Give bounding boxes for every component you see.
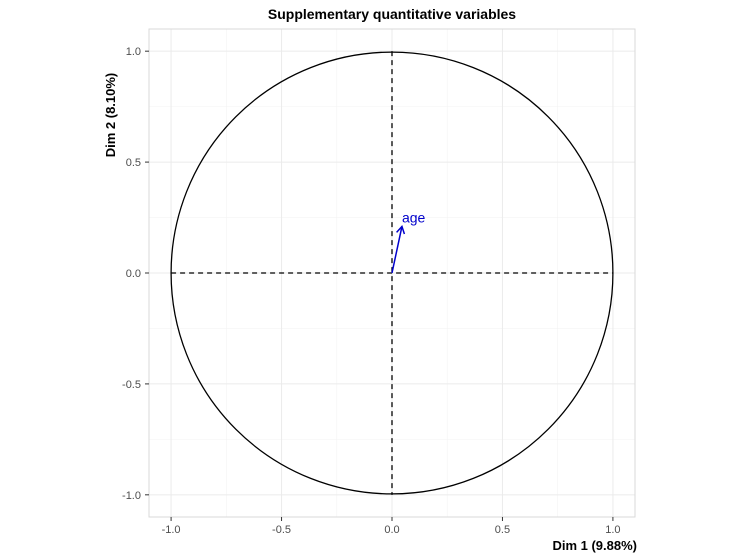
y-tick-label: 1.0 [126,46,141,58]
chart-title: Supplementary quantitative variables [268,6,516,22]
vector-arrowhead-age [396,224,406,235]
variable-vectors: age [391,209,426,274]
x-tick-label: -1.0 [162,524,181,536]
unit-circle [170,51,614,495]
x-tick-label: 1.0 [605,524,620,536]
vector-label-age: age [402,209,426,225]
x-tick-label: 0.5 [495,524,510,536]
x-tick-label: 0.0 [384,524,399,536]
vector-arrow-age [391,226,403,274]
y-tick-label: -1.0 [122,490,141,502]
y-tick-label: -0.5 [122,379,141,391]
y-tick-label: 0.5 [126,157,141,169]
y-tick-label: 0.0 [126,268,141,280]
x-axis-ticks: -1.0 -0.5 0.0 0.5 1.0 [162,517,621,536]
x-tick-label: -0.5 [272,524,291,536]
y-axis-ticks: -1.0 -0.5 0.0 0.5 1.0 [122,46,149,502]
x-axis-title: Dim 1 (9.88%) [552,538,637,553]
y-axis-title: Dim 2 (8.10%) [103,73,118,158]
